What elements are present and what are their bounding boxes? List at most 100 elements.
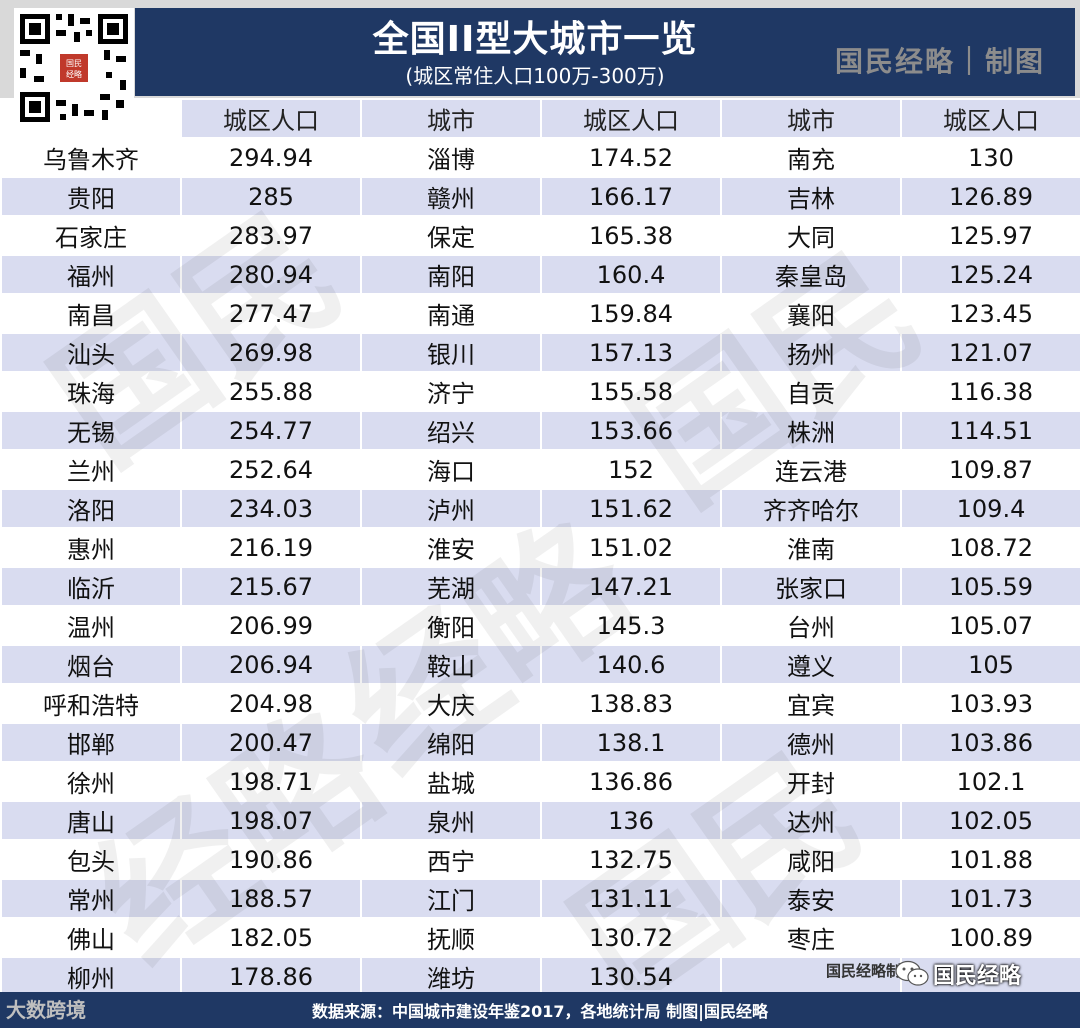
- table-header-row: 城区人口 城市 城区人口 城市 城区人口: [0, 98, 1080, 139]
- table-row: 烟台 206.94 鞍山 140.6 遵义 105: [0, 644, 1080, 685]
- population-cell: 101.73: [900, 878, 1080, 919]
- table-row: 包头 190.86 西宁 132.75 咸阳 101.88: [0, 839, 1080, 880]
- column-header: 城区人口: [900, 98, 1080, 139]
- city-cell: 唐山: [0, 800, 182, 841]
- population-cell: 138.83: [540, 683, 722, 724]
- city-cell: 南通: [360, 293, 542, 334]
- table-row: 南昌 277.47 南通 159.84 襄阳 123.45: [0, 293, 1080, 334]
- table-row: 邯郸 200.47 绵阳 138.1 德州 103.86: [0, 722, 1080, 763]
- city-cell: 鞍山: [360, 644, 542, 685]
- population-cell: 109.87: [900, 449, 1080, 490]
- column-header: 城市: [720, 98, 902, 139]
- city-cell: 柳州: [0, 956, 182, 997]
- population-cell: 105.59: [900, 566, 1080, 607]
- city-cell: 淄博: [360, 137, 542, 178]
- population-cell: 277.47: [180, 293, 362, 334]
- population-cell: 206.94: [180, 644, 362, 685]
- population-cell: 152: [540, 449, 722, 490]
- city-cell: 徐州: [0, 761, 182, 802]
- population-cell: 160.4: [540, 254, 722, 295]
- population-cell: 145.3: [540, 605, 722, 646]
- population-cell: 101.88: [900, 839, 1080, 880]
- population-cell: 136: [540, 800, 722, 841]
- population-cell: 126.89: [900, 176, 1080, 217]
- population-cell: 159.84: [540, 293, 722, 334]
- population-cell: 294.94: [180, 137, 362, 178]
- table-row: 珠海 255.88 济宁 155.58 自贡 116.38: [0, 371, 1080, 412]
- qr-badge-top: 国民: [66, 59, 82, 68]
- table-row: 贵阳 285 赣州 166.17 吉林 126.89: [0, 176, 1080, 217]
- population-cell: 182.05: [180, 917, 362, 958]
- city-cell: 自贡: [720, 371, 902, 412]
- city-cell: 烟台: [0, 644, 182, 685]
- population-cell: 204.98: [180, 683, 362, 724]
- city-cell: 江门: [360, 878, 542, 919]
- population-cell: 174.52: [540, 137, 722, 178]
- table-row: 呼和浩特 204.98 大庆 138.83 宜宾 103.93: [0, 683, 1080, 724]
- city-cell: 珠海: [0, 371, 182, 412]
- population-cell: 130: [900, 137, 1080, 178]
- city-cell: 石家庄: [0, 215, 182, 256]
- city-cell: 扬州: [720, 332, 902, 373]
- brand-label: 国民经略｜制图: [835, 45, 1046, 78]
- city-cell: 连云港: [720, 449, 902, 490]
- population-cell: 151.02: [540, 527, 722, 568]
- table-row: 乌鲁木齐 294.94 淄博 174.52 南充 130: [0, 137, 1080, 178]
- population-cell: 216.19: [180, 527, 362, 568]
- population-cell: 136.86: [540, 761, 722, 802]
- population-cell: 102.05: [900, 800, 1080, 841]
- city-cell: 贵阳: [0, 176, 182, 217]
- city-cell: 洛阳: [0, 488, 182, 529]
- population-cell: 198.71: [180, 761, 362, 802]
- population-cell: 255.88: [180, 371, 362, 412]
- table-row: 汕头 269.98 银川 157.13 扬州 121.07: [0, 332, 1080, 373]
- city-cell: 常州: [0, 878, 182, 919]
- city-cell: 达州: [720, 800, 902, 841]
- city-cell: [720, 956, 902, 997]
- data-source: 数据来源：中国城市建设年鉴2017，各地统计局 制图|国民经略: [312, 1002, 768, 1021]
- population-cell: 254.77: [180, 410, 362, 451]
- wechat-label: 国民经略: [933, 964, 1022, 989]
- population-cell: 105: [900, 644, 1080, 685]
- population-cell: 269.98: [180, 332, 362, 373]
- population-cell: 108.72: [900, 527, 1080, 568]
- population-cell: 125.24: [900, 254, 1080, 295]
- population-cell: 130.72: [540, 917, 722, 958]
- city-cell: 邯郸: [0, 722, 182, 763]
- population-cell: 132.75: [540, 839, 722, 880]
- table-row: 唐山 198.07 泉州 136 达州 102.05: [0, 800, 1080, 841]
- city-cell: 乌鲁木齐: [0, 137, 182, 178]
- city-cell: 银川: [360, 332, 542, 373]
- city-cell: 汕头: [0, 332, 182, 373]
- city-cell: 淮南: [720, 527, 902, 568]
- city-cell: 南充: [720, 137, 902, 178]
- footer-bar: [0, 992, 1080, 1028]
- population-cell: 283.97: [180, 215, 362, 256]
- population-cell: 103.93: [900, 683, 1080, 724]
- city-cell: 兰州: [0, 449, 182, 490]
- population-cell: 178.86: [180, 956, 362, 997]
- city-cell: 南昌: [0, 293, 182, 334]
- city-cell: 株洲: [720, 410, 902, 451]
- wechat-badge[interactable]: 国民经略: [895, 958, 1021, 990]
- city-population-table: 城区人口 城市 城区人口 城市 城区人口 乌鲁木齐 294.94 淄博 174.52 南…: [0, 98, 1080, 997]
- population-cell: 147.21: [540, 566, 722, 607]
- bottom-left-logo: 大数跨境: [6, 998, 86, 1022]
- qr-code[interactable]: 国民 经略: [14, 8, 134, 128]
- population-cell: 206.99: [180, 605, 362, 646]
- city-cell: 潍坊: [360, 956, 542, 997]
- population-cell: 157.13: [540, 332, 722, 373]
- column-header: 城区人口: [540, 98, 722, 139]
- population-cell: 285: [180, 176, 362, 217]
- city-cell: 无锡: [0, 410, 182, 451]
- city-cell: 惠州: [0, 527, 182, 568]
- city-cell: 绵阳: [360, 722, 542, 763]
- population-cell: 123.45: [900, 293, 1080, 334]
- population-cell: 198.07: [180, 800, 362, 841]
- city-cell: 枣庄: [720, 917, 902, 958]
- city-cell: 德州: [720, 722, 902, 763]
- city-cell: 淮安: [360, 527, 542, 568]
- column-header: 城市: [360, 98, 542, 139]
- city-cell: 盐城: [360, 761, 542, 802]
- population-cell: 166.17: [540, 176, 722, 217]
